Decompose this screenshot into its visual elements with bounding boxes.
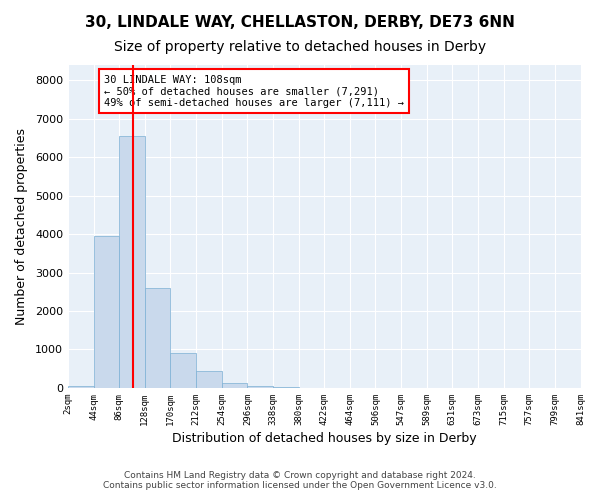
Bar	[247, 386, 273, 388]
Text: Size of property relative to detached houses in Derby: Size of property relative to detached ho…	[114, 40, 486, 54]
Bar	[119, 136, 145, 388]
Bar	[273, 387, 299, 388]
Text: Contains HM Land Registry data © Crown copyright and database right 2024.
Contai: Contains HM Land Registry data © Crown c…	[103, 470, 497, 490]
Bar	[94, 236, 119, 388]
Bar	[196, 372, 222, 388]
Bar	[170, 354, 196, 388]
Bar	[145, 288, 170, 388]
X-axis label: Distribution of detached houses by size in Derby: Distribution of detached houses by size …	[172, 432, 476, 445]
Bar	[68, 386, 94, 388]
Text: 30, LINDALE WAY, CHELLASTON, DERBY, DE73 6NN: 30, LINDALE WAY, CHELLASTON, DERBY, DE73…	[85, 15, 515, 30]
Y-axis label: Number of detached properties: Number of detached properties	[15, 128, 28, 325]
Text: 30 LINDALE WAY: 108sqm
← 50% of detached houses are smaller (7,291)
49% of semi-: 30 LINDALE WAY: 108sqm ← 50% of detached…	[104, 74, 404, 108]
Bar	[222, 383, 247, 388]
